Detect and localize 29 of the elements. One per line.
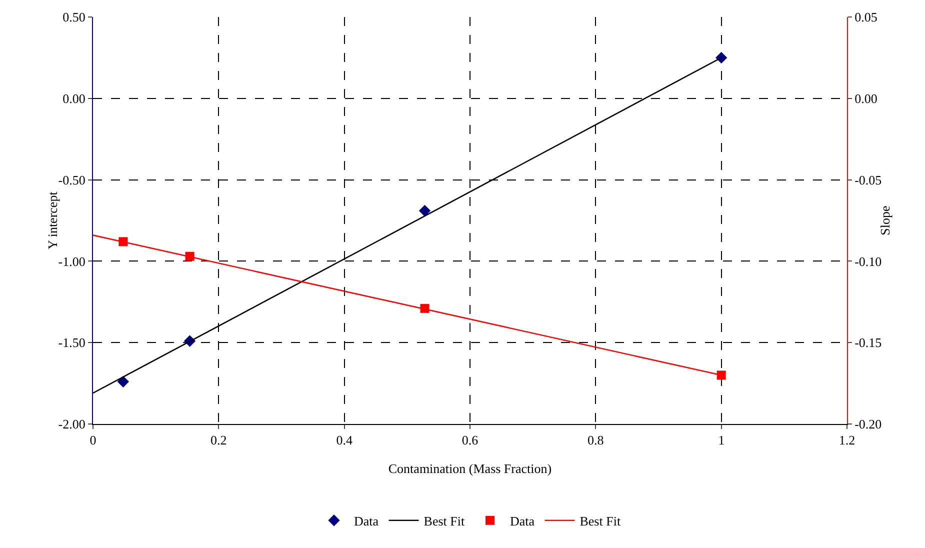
y-axis-title: Y intercept [45, 191, 60, 250]
x-tick-label: 1.2 [838, 432, 856, 448]
y2-tick-label: -0.05 [854, 172, 882, 188]
y2-tick-label: -0.10 [854, 254, 882, 269]
point [418, 204, 431, 217]
point [117, 376, 130, 388]
x-tick-label: 0.4 [336, 432, 353, 448]
point [716, 370, 726, 380]
legend-label: Data [510, 513, 535, 528]
legend-label: Best Fit [424, 513, 465, 528]
y2-tick-label: 0.05 [854, 10, 878, 25]
y2-axis-title: Slope [878, 205, 892, 236]
y-tick-label: -1.00 [58, 254, 86, 269]
x-tick-label: 0 [90, 432, 96, 448]
y2-tick-label: 0.00 [854, 90, 878, 106]
x-tick-label: 0.8 [588, 432, 604, 448]
y-tick-label: -2.00 [58, 416, 86, 432]
y-tick-label: -0.50 [58, 172, 86, 188]
y2-tick-label: -0.15 [854, 335, 882, 350]
y2-tick-label: -0.20 [854, 416, 882, 432]
y-tick-label: 0.50 [62, 10, 86, 25]
legend-label: Data [354, 513, 379, 528]
y-tick-label: 0.00 [62, 90, 86, 106]
x-tick-label: 0.6 [462, 432, 479, 448]
x-axis-title: Contamination (Mass Fraction) [388, 461, 552, 476]
y-tick-label: -1.50 [58, 335, 86, 350]
legend-label: Best Fit [580, 513, 621, 528]
x-tick-label: 0.2 [210, 432, 227, 448]
x-tick-label: 1 [718, 432, 725, 448]
